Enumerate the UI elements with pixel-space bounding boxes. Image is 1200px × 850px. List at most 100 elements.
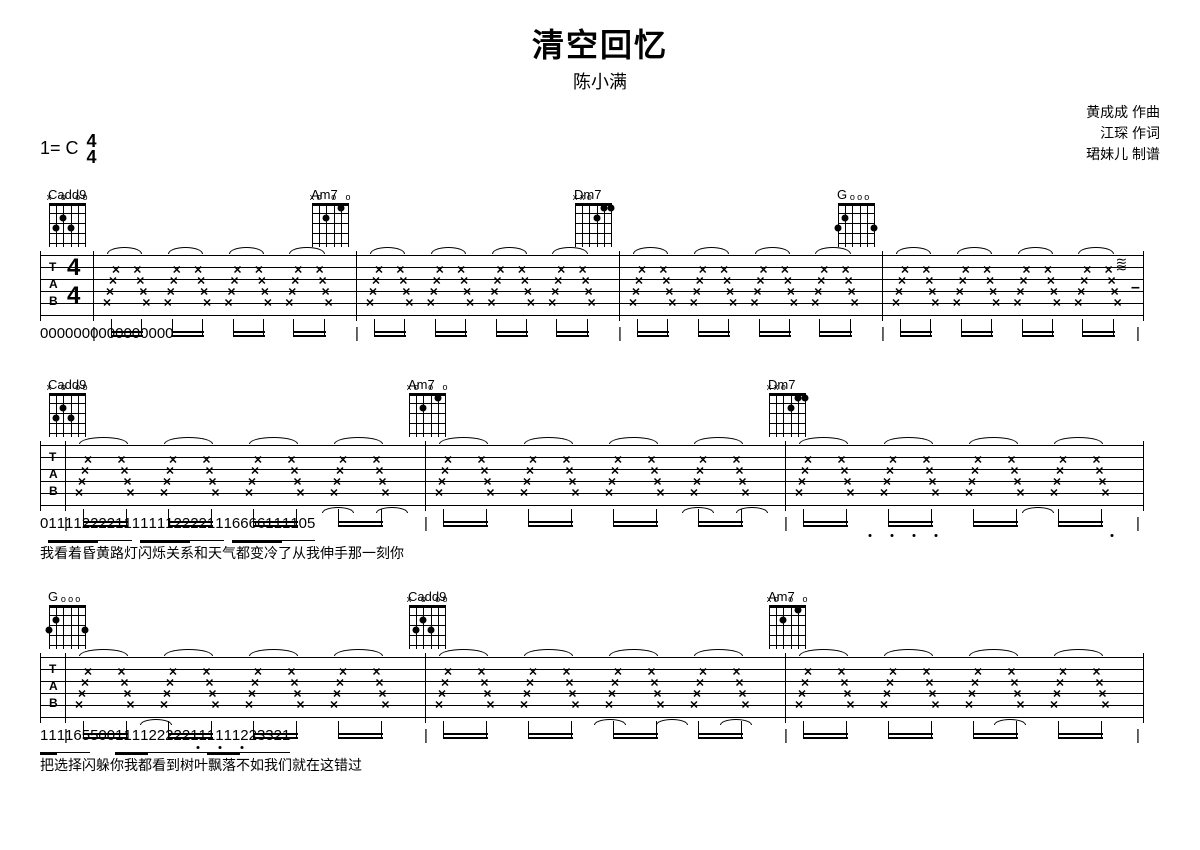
tab-x: ✕ — [931, 699, 940, 712]
jianpu-note: 5 — [82, 727, 90, 753]
lyric-char: 你 — [390, 543, 404, 563]
tab-x: ✕ — [729, 297, 738, 310]
tab-staff: TAB✕✕✕✕✕✕✕✕✕✕✕✕✕✕✕✕✕✕✕✕✕✕✕✕✕✕✕✕✕✕✕✕✕✕✕✕✕… — [40, 653, 1144, 723]
jianpu-note: 1 — [132, 727, 140, 753]
jianpu-note: 1 — [140, 727, 148, 753]
jianpu-note: 1 — [215, 515, 223, 541]
jianpu-note: 1 — [190, 727, 198, 753]
jianpu-note: 1 — [115, 515, 123, 541]
jianpu-note: 6 — [257, 515, 265, 541]
lyric-char: 我 — [306, 543, 320, 563]
tab-x: ✕ — [381, 699, 390, 712]
barline-mark: | — [355, 325, 359, 342]
lyric-char: 错 — [334, 755, 348, 775]
tab-x: ✕ — [1016, 699, 1025, 712]
chord-diagram: xxo — [572, 203, 614, 247]
lyric-char: 我 — [40, 543, 54, 563]
lyric-char: 选 — [54, 755, 68, 775]
chord-name: G — [837, 187, 847, 202]
lyric-char: 着 — [68, 543, 82, 563]
jianpu-note: 1 — [282, 727, 290, 753]
barline-mark: | — [424, 727, 428, 744]
jianpu-note: 2 — [199, 515, 207, 541]
barline-mark: | — [618, 325, 622, 342]
tab-x: ✕ — [496, 264, 505, 277]
jianpu-note: 3 — [265, 727, 273, 753]
lyric-char: 闪 — [138, 543, 152, 563]
tab-x: ✕ — [486, 487, 495, 500]
chord-diagram: xooo — [766, 605, 808, 649]
tab-x: ✕ — [233, 264, 242, 277]
lyric-char: 一 — [362, 543, 376, 563]
system: GoooCadd9xoooAm7xoooTAB✕✕✕✕✕✕✕✕✕✕✕✕✕✕✕✕✕… — [40, 591, 1144, 775]
lyric-char: 看 — [54, 543, 68, 563]
tab-x: ✕ — [846, 699, 855, 712]
jianpu-note: 1 — [40, 727, 48, 753]
tab-x: ✕ — [888, 454, 897, 467]
lyric-char: 都 — [138, 755, 152, 775]
tab-x: ✕ — [142, 297, 151, 310]
tab-x: ✕ — [803, 666, 812, 679]
jianpu-note: 2 — [98, 515, 106, 541]
lyric-char: 了 — [278, 543, 292, 563]
lyric-char: 树 — [180, 755, 194, 775]
jianpu-note: 5 — [307, 515, 315, 541]
tab-timesig: 44 — [67, 257, 80, 313]
jianpu-note: 0 — [48, 325, 56, 351]
jianpu-note: 0 — [65, 325, 73, 351]
jianpu-note: 6 — [73, 727, 81, 753]
jianpu-note: 1 — [224, 727, 232, 753]
lyric-char: 叶 — [194, 755, 208, 775]
tab-x: ✕ — [1058, 454, 1067, 467]
tab-x: ✕ — [126, 487, 135, 500]
tab-x: ✕ — [557, 264, 566, 277]
jianpu-note: 1 — [274, 515, 282, 541]
chord-diagram: xxo — [766, 393, 808, 437]
tab-x: ✕ — [435, 264, 444, 277]
lyric-char: 气 — [222, 543, 236, 563]
lyric-char: 这 — [320, 755, 334, 775]
jianpu-note: 1 — [290, 515, 298, 541]
lyric-char: 关 — [166, 543, 180, 563]
chord-diagram: xooo — [46, 393, 88, 437]
jianpu-note: 0 — [140, 325, 148, 351]
jianpu-note: 1 — [282, 515, 290, 541]
chord-diagram: xooo — [406, 605, 448, 649]
tab-x: ✕ — [973, 666, 982, 679]
song-title: 清空回忆 — [40, 20, 1160, 66]
lyric-char: 都 — [236, 543, 250, 563]
lyric-char: 躲 — [96, 755, 110, 775]
jianpu-note: 1 — [199, 727, 207, 753]
jianpu-note: 0 — [57, 325, 65, 351]
tab-x: ✕ — [571, 699, 580, 712]
jianpu-note: 2 — [107, 515, 115, 541]
jianpu-note: 0 — [40, 515, 48, 541]
jianpu-note: 2 — [148, 727, 156, 753]
jianpu-note: 1 — [48, 727, 56, 753]
jianpu-note: 3 — [257, 727, 265, 753]
jianpu-note: 1 — [140, 515, 148, 541]
jianpu-note: 0 — [107, 325, 115, 351]
tab-clef: TAB — [49, 259, 58, 310]
numbered-notation: |0000|0000|0000|0000| — [40, 325, 1144, 351]
tab-x: ✕ — [1101, 699, 1110, 712]
lyric-char: 路 — [110, 543, 124, 563]
tab-x: ✕ — [253, 666, 262, 679]
lyric-char: 变 — [250, 543, 264, 563]
tab-x: ✕ — [668, 297, 677, 310]
tab-x: ✕ — [296, 699, 305, 712]
tab-x: ✕ — [850, 297, 859, 310]
tab-x: ✕ — [803, 454, 812, 467]
jianpu-note: 0 — [132, 325, 140, 351]
jianpu-note: 2 — [240, 727, 248, 753]
tab-x: ✕ — [900, 264, 909, 277]
jianpu-note: 6 — [249, 515, 257, 541]
jianpu-note: 2 — [174, 515, 182, 541]
jianpu-note: 0 — [165, 325, 173, 351]
tab-x: ✕ — [1101, 487, 1110, 500]
lyric-char: 飘 — [208, 755, 222, 775]
barline-mark: | — [424, 515, 428, 532]
chord-name: Cadd9 — [48, 377, 86, 392]
lyric-char: 手 — [334, 543, 348, 563]
jianpu-note: 1 — [132, 515, 140, 541]
